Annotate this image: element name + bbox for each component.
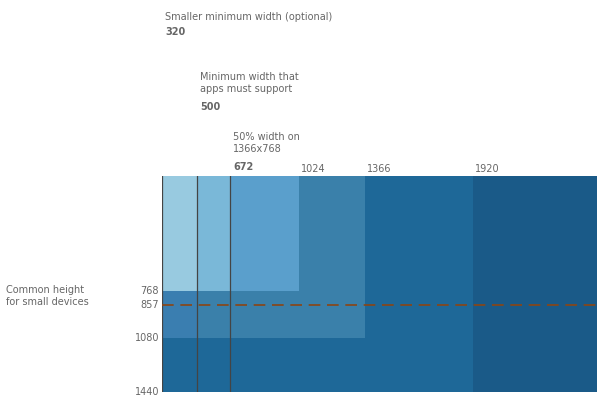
Bar (162, 176, 365, 338)
Text: 1920: 1920 (475, 164, 499, 174)
Text: 2560: 2560 (599, 164, 600, 174)
Text: Common height
for small devices: Common height for small devices (6, 285, 89, 307)
Text: 1366: 1366 (367, 164, 391, 174)
Text: 768: 768 (140, 286, 159, 296)
Text: 1024: 1024 (301, 164, 325, 174)
Bar (162, 176, 473, 392)
Text: 320: 320 (165, 27, 185, 37)
Bar (162, 176, 197, 338)
Text: 1440: 1440 (134, 387, 159, 397)
Text: 500: 500 (200, 102, 220, 112)
Text: Smaller minimum width (optional): Smaller minimum width (optional) (165, 12, 332, 22)
Text: 1080: 1080 (134, 333, 159, 343)
Bar (162, 176, 197, 291)
Bar (162, 176, 299, 291)
Bar (162, 176, 230, 291)
Text: 672: 672 (233, 162, 254, 172)
Text: 50% width on
1366x768: 50% width on 1366x768 (233, 132, 300, 154)
Text: Minimum width that
apps must support: Minimum width that apps must support (200, 72, 299, 94)
Text: 857: 857 (140, 300, 159, 310)
